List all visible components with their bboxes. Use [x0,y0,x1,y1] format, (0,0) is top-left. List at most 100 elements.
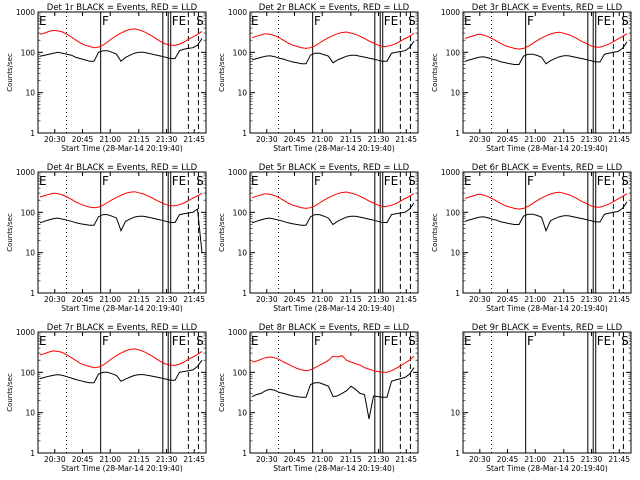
event-marker-label: S [196,174,204,188]
event-marker-label: S [621,14,629,28]
chart-title: Det 4r BLACK = Events, RED = LLD [47,163,198,173]
x-tick-label: 21:15 [340,455,362,464]
chart-panel-3: Det 3r BLACK = Events, RED = LLD 1 10 100 10… [431,3,632,153]
x-tick-label: 21:15 [128,455,150,464]
event-marker-label: E [251,14,259,28]
x-tick-label: 20:45 [72,295,94,304]
event-marker-label: F [102,174,109,188]
event-marker-label: F [527,14,534,28]
x-tick-label: 20:45 [497,295,519,304]
plot-frame [249,11,419,134]
y-tick-label: 1 [242,449,247,458]
y-tick-label: 1000 [228,328,247,337]
y-axis-label: Counts/sec [6,373,14,412]
x-tick-label: 21:45 [395,135,417,144]
x-tick-label: 20:45 [284,295,306,304]
chart-title: Det 6r BLACK = Events, RED = LLD [472,163,623,173]
x-axis-label: Start Time (28-Mar-14 20:19:40) [486,464,608,473]
chart-panel-7: Det 7r BLACK = Events, RED = LLD 1 10 100 10… [6,323,207,473]
y-tick-label: 10 [450,409,460,418]
chart-panel-9: Det 9r BLACK = Events, RED = LLD 1 10 20:30… [450,323,632,473]
event-marker-label: E [464,334,472,348]
x-tick-label: 20:30 [44,135,66,144]
lld-series-line [39,191,203,209]
x-tick-label: 20:30 [469,455,491,464]
y-tick-label: 1000 [228,168,247,177]
x-tick-label: 21:45 [395,295,417,304]
lld-series-line [39,28,203,49]
lld-series-line [251,191,415,209]
x-axis-label: Start Time (28-Mar-14 20:19:40) [61,304,183,313]
x-tick-label: 21:00 [311,135,333,144]
x-tick-label: 21:15 [128,295,150,304]
y-tick-label: 100 [233,368,248,377]
event-marker-label: E [464,174,472,188]
x-tick-label: 21:45 [183,295,205,304]
y-tick-label: 1 [455,129,460,138]
y-tick-label: 1000 [441,8,460,17]
plot-frame [462,11,632,134]
events-series-line [464,201,628,233]
x-tick-label: 20:30 [469,135,491,144]
plot-frame [249,171,419,294]
event-marker-label: S [408,14,416,28]
x-tick-label: 21:45 [183,455,205,464]
event-marker-label: S [621,334,629,348]
x-tick-label: 21:00 [99,455,121,464]
y-tick-label: 10 [25,409,35,418]
event-marker-label: F [314,174,321,188]
x-tick-label: 21:30 [156,455,178,464]
y-tick-label: 1 [30,449,35,458]
y-axis-label: Counts/sec [6,213,14,252]
x-tick-label: 21:30 [368,295,390,304]
x-tick-label: 21:30 [581,295,603,304]
lld-series-line [251,31,415,49]
event-marker-label: FE [597,174,611,188]
y-tick-label: 10 [450,249,460,258]
events-series-line [39,38,203,63]
x-tick-label: 21:45 [608,455,630,464]
chart-panel-1: Det 1r BLACK = Events, RED = LLD 1 10 100 10… [6,3,207,153]
y-axis-label: Counts/sec [6,53,14,92]
event-marker-label: F [527,174,534,188]
x-tick-label: 20:45 [284,135,306,144]
event-marker-label: FE [172,14,186,28]
x-tick-label: 21:30 [156,135,178,144]
y-tick-label: 10 [237,409,247,418]
y-tick-label: 1000 [16,168,35,177]
event-marker-label: E [251,174,259,188]
x-tick-label: 21:00 [524,295,546,304]
x-tick-label: 21:30 [156,295,178,304]
event-marker-label: FE [172,334,186,348]
event-marker-label: E [39,14,47,28]
y-tick-label: 1 [455,289,460,298]
y-tick-label: 10 [237,89,247,98]
x-tick-label: 20:45 [72,455,94,464]
events-series-line [39,359,203,384]
chart-title: Det 8r BLACK = Events, RED = LLD [259,323,410,333]
x-tick-label: 21:15 [553,135,575,144]
x-axis-label: Start Time (28-Mar-14 20:19:40) [61,464,183,473]
y-tick-label: 100 [233,48,248,57]
x-tick-label: 21:30 [581,135,603,144]
x-tick-label: 20:45 [497,455,519,464]
x-tick-label: 20:45 [497,135,519,144]
event-marker-label: F [527,334,534,348]
lld-series-line [39,348,203,369]
y-tick-label: 100 [446,208,461,217]
x-tick-label: 21:00 [524,135,546,144]
x-tick-label: 21:15 [553,295,575,304]
y-axis-label: Counts/sec [431,53,439,92]
chart-panel-8: Det 8r BLACK = Events, RED = LLD 1 10 100 10… [218,323,419,473]
events-series-line [251,367,415,419]
x-axis-label: Start Time (28-Mar-14 20:19:40) [61,144,183,153]
y-tick-label: 10 [450,89,460,98]
event-marker-label: S [408,334,416,348]
x-tick-label: 20:30 [44,455,66,464]
event-marker-label: FE [597,14,611,28]
event-marker-label: E [464,14,472,28]
events-series-line [251,202,415,226]
x-tick-label: 21:15 [553,455,575,464]
events-series-line [251,40,415,65]
